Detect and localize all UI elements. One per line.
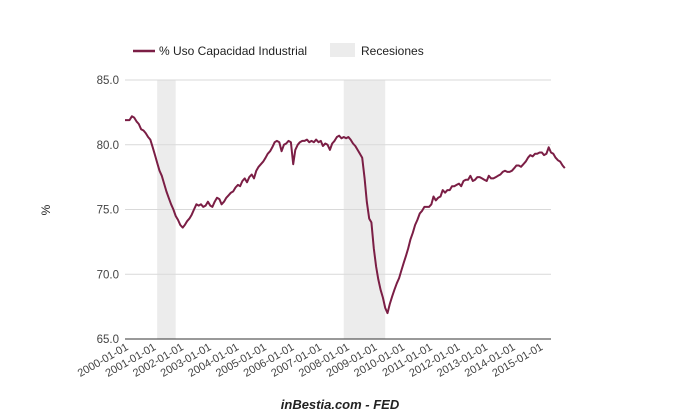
y-axis-label: % [39,204,53,215]
legend-label-capacity: % Uso Capacidad Industrial [159,44,307,58]
y-tick-labels: 65.0 70.0 75.0 80.0 85.0 [97,75,119,346]
y-tick-label: 70.0 [97,269,119,281]
y-tick-label: 80.0 [97,140,119,152]
legend-recession-swatch [330,43,355,57]
gridlines [125,79,551,340]
legend-label-recessions: Recesiones [361,44,424,58]
y-tick-label: 65.0 [97,334,119,346]
x-tick-labels: 2000-01-012001-01-012002-01-012003-01-01… [76,341,545,380]
legend: % Uso Capacidad Industrial Recesiones [133,43,424,58]
y-tick-label: 85.0 [97,75,119,87]
y-tick-label: 75.0 [97,205,119,217]
series-line-capacity [125,115,566,315]
source-caption: inBestia.com - FED [281,397,400,412]
